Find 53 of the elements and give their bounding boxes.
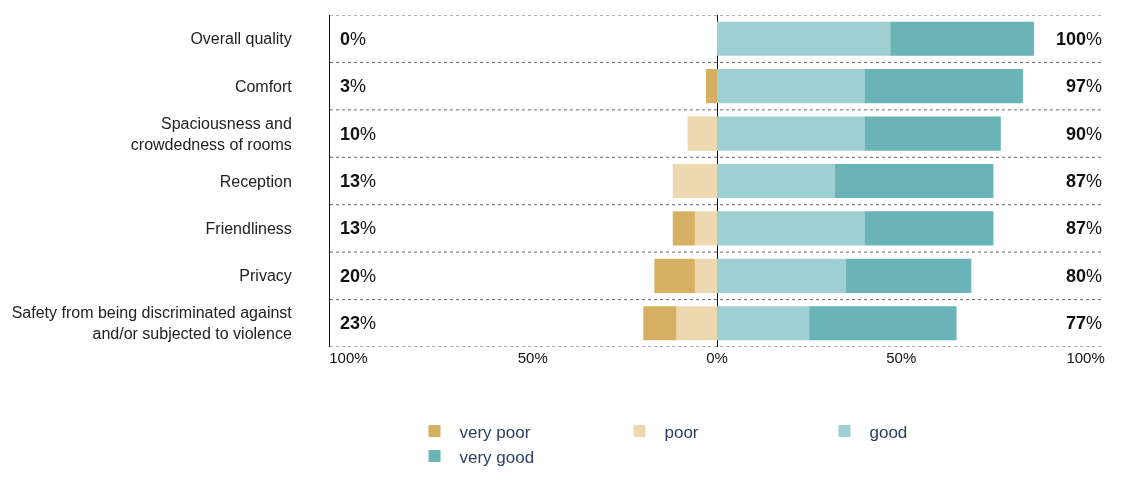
x-tick-label: 50% bbox=[517, 349, 548, 366]
annotation: 13% bbox=[340, 171, 377, 191]
annotation: 80% bbox=[1066, 266, 1103, 286]
x-tick-label: 50% bbox=[886, 349, 917, 366]
x-tick-label: 0% bbox=[706, 349, 728, 366]
bar bbox=[687, 116, 717, 151]
annotation: 20% bbox=[340, 266, 377, 286]
y-tick-label: Safety from being discriminated against and/or subjected to violence bbox=[11, 304, 293, 343]
annotation: 87% bbox=[1066, 218, 1103, 238]
annotation: 97% bbox=[1066, 76, 1103, 96]
annotation: 3% bbox=[340, 76, 367, 96]
legend-label: very good bbox=[459, 447, 535, 467]
bar bbox=[676, 306, 717, 341]
bar bbox=[717, 211, 865, 246]
y-tick-label: Reception bbox=[219, 172, 292, 190]
bar bbox=[694, 258, 717, 293]
annotation: 100% bbox=[1056, 29, 1103, 49]
legend-label: very poor bbox=[459, 422, 531, 442]
bar bbox=[846, 258, 972, 293]
y-tick-label: Comfort bbox=[234, 77, 293, 95]
bar bbox=[717, 306, 810, 341]
annotation: 87% bbox=[1066, 171, 1103, 191]
bar bbox=[834, 163, 994, 199]
bar bbox=[890, 21, 1034, 56]
y-tick-label: Spaciousness and crowdedness of rooms bbox=[130, 114, 292, 153]
bar bbox=[864, 211, 994, 246]
y-tick-label: Privacy bbox=[239, 267, 292, 285]
bar bbox=[717, 258, 846, 293]
annotation: 10% bbox=[340, 124, 377, 144]
x-tick-label: 100% bbox=[1066, 349, 1105, 366]
annotation: 0% bbox=[340, 29, 367, 49]
x-tick-label: 100% bbox=[329, 349, 368, 366]
bar bbox=[694, 211, 717, 246]
legend-label: good bbox=[869, 422, 908, 442]
bar bbox=[717, 163, 835, 199]
bar bbox=[717, 21, 891, 56]
bar bbox=[864, 116, 1001, 151]
bar bbox=[864, 69, 1023, 104]
annotation: 77% bbox=[1066, 313, 1103, 333]
annotation: 23% bbox=[340, 313, 377, 333]
bar bbox=[672, 163, 717, 199]
bar bbox=[809, 306, 957, 341]
annotation: 90% bbox=[1066, 124, 1103, 144]
y-tick-label: Friendliness bbox=[205, 220, 292, 238]
bar bbox=[705, 69, 717, 104]
y-tick-label: Overall quality bbox=[190, 30, 292, 48]
bar bbox=[672, 211, 695, 246]
bar bbox=[717, 69, 865, 104]
bar bbox=[654, 258, 695, 293]
bar bbox=[717, 116, 865, 151]
bar bbox=[643, 306, 677, 341]
annotation: 13% bbox=[340, 218, 377, 238]
legend-label: poor bbox=[664, 422, 699, 442]
